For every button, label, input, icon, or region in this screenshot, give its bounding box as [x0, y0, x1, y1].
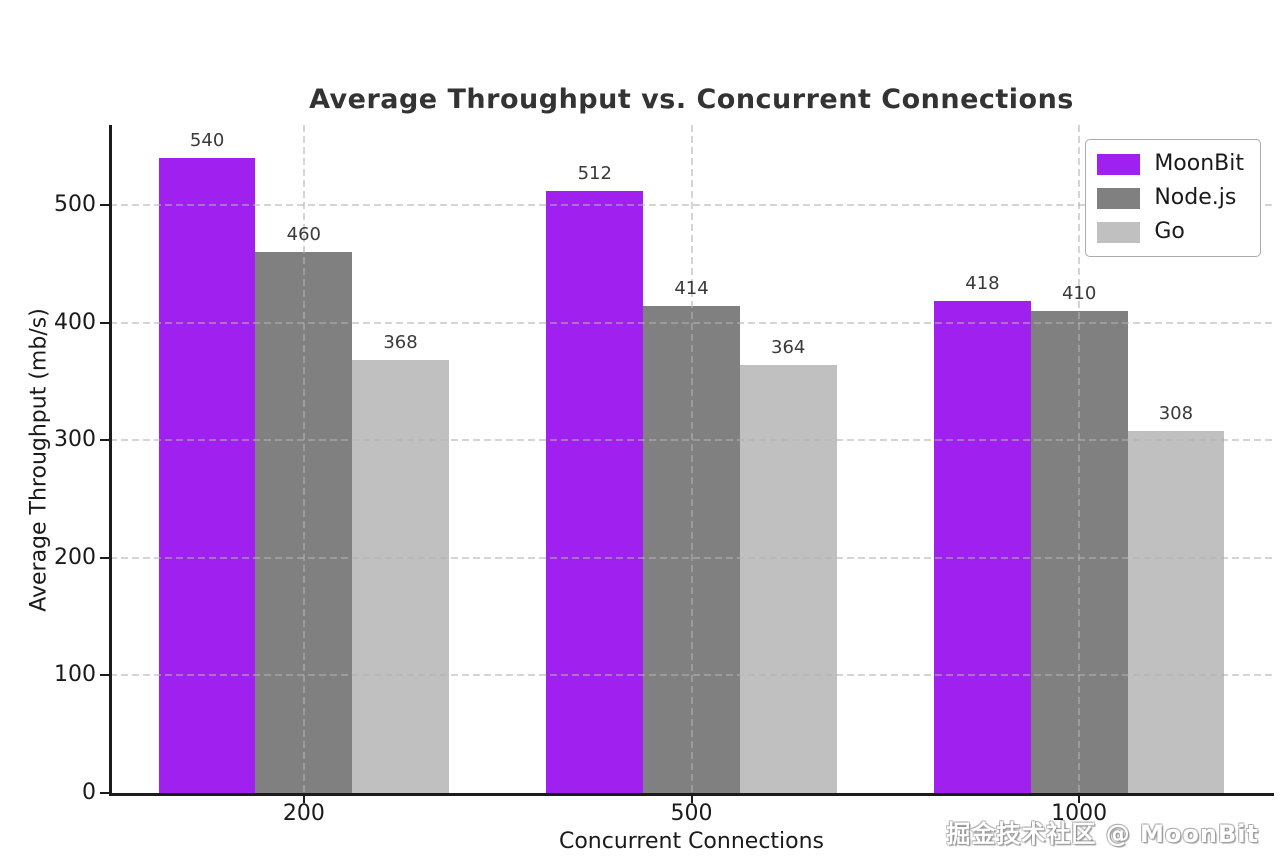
x-tick-mark-500: [690, 795, 693, 803]
y-axis-spine: [109, 125, 112, 796]
y-tick-mark-100: [100, 674, 109, 677]
bar-value-label: 418: [965, 273, 1000, 295]
chart-title: Average Throughput vs. Concurrent Connec…: [309, 84, 1074, 115]
gridline-vertical-200: [302, 125, 305, 793]
bar-value-label: 414: [674, 278, 709, 300]
legend-swatch-nodejs: [1097, 187, 1141, 209]
y-tick-mark-200: [100, 556, 109, 559]
bar-go-200: [352, 360, 449, 793]
y-tick-mark-400: [100, 321, 109, 324]
plot-area: 540 460 368 512 414 364 418 410 308: [110, 125, 1273, 793]
legend-swatch-go: [1097, 221, 1141, 243]
x-tick-mark-1000: [1078, 795, 1081, 803]
gridline-vertical-1000: [1078, 125, 1081, 793]
y-tick-label-500: 500: [54, 191, 96, 217]
legend: MoonBit Node.js Go: [1085, 139, 1261, 257]
x-tick-label-500: 500: [670, 801, 713, 826]
bar-value-label: 540: [189, 129, 225, 151]
bar-value-label: 410: [1061, 282, 1097, 304]
bar-value-label: 364: [771, 336, 806, 358]
bar-moonbit-500: [546, 190, 644, 793]
legend-item-go: Go: [1097, 217, 1244, 247]
legend-label: Node.js: [1154, 185, 1237, 210]
bar-go-1000: [1127, 430, 1225, 793]
x-tick-label-1000: 1000: [1051, 801, 1108, 826]
y-tick-mark-0: [100, 792, 109, 794]
y-tick-label-400: 400: [54, 309, 96, 335]
y-tick-mark-500: [100, 203, 109, 206]
bar-moonbit-1000: [934, 301, 1031, 793]
legend-label: MoonBit: [1154, 151, 1244, 176]
legend-swatch-moonbit: [1097, 153, 1141, 175]
y-tick-mark-300: [100, 439, 109, 442]
legend-label: Go: [1154, 219, 1185, 244]
bar-value-label: 460: [286, 224, 321, 245]
x-tick-mark-200: [302, 795, 305, 803]
legend-item-nodejs: Node.js: [1097, 183, 1244, 213]
gridline-vertical-500: [690, 125, 693, 793]
x-axis-spine: [109, 793, 1274, 796]
y-tick-label-0: 0: [82, 780, 96, 805]
bar-value-label: 368: [383, 332, 418, 354]
legend-item-moonbit: MoonBit: [1097, 149, 1244, 179]
bar-go-500: [739, 364, 837, 793]
y-tick-label-200: 200: [54, 544, 96, 570]
y-tick-label-100: 100: [54, 662, 96, 688]
bar-value-label: 308: [1158, 402, 1194, 424]
x-axis-label: Concurrent Connections: [558, 829, 825, 854]
x-tick-label-200: 200: [282, 801, 325, 826]
bar-moonbit-200: [158, 157, 256, 793]
bar-value-label: 512: [577, 162, 612, 184]
watermark: 掘金技术社区 @ MoonBit: [946, 820, 1259, 848]
y-tick-label-300: 300: [54, 427, 96, 453]
